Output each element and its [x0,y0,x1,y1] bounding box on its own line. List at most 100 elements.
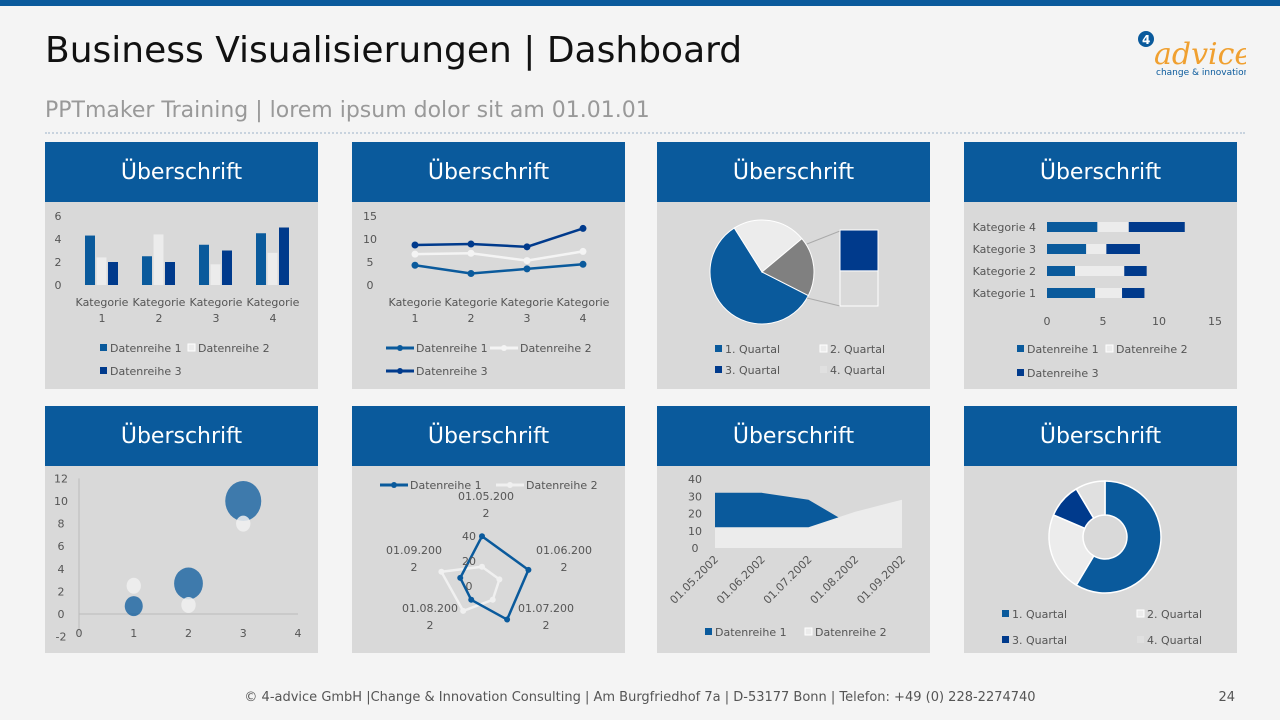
y-tick-label: 0 [692,542,699,555]
radar-series [458,534,530,622]
data-point [489,596,496,603]
company-logo: 4 advice change & innovation [1138,31,1246,78]
x-tick-label: 4 [295,627,302,640]
series-line [414,250,584,262]
y-tick-label: 6 [58,540,65,553]
legend-label: 3. Quartal [1012,634,1067,647]
y-tick-label: 2 [58,585,65,598]
y-tick-label: 12 [54,472,68,485]
bubble [236,515,251,532]
legend-swatch [819,344,828,353]
series-line [414,227,584,249]
data-point [523,243,531,251]
x-tick-label: 0 [76,627,83,640]
category-label: 01.07.200 [518,602,574,615]
y-tick-label: 20 [688,508,702,521]
category-label: Kategorie [190,296,243,309]
panel-heading: Überschrift [657,406,930,466]
footer-text: © 4-advice GmbH |Change & Innovation Con… [244,690,1036,705]
y-tick-label: 10 [54,495,68,508]
category-label: 4 [580,312,587,325]
category-label: Kategorie [501,296,554,309]
category-label: 4 [270,312,277,325]
category-label: 1 [412,312,419,325]
bar [142,256,152,285]
data-point [523,257,531,265]
chart-panel: Überschrift 0 5 10 15 Kategorie 1 Kategorie 2 K… [964,142,1237,389]
chart-area: 0 2 4 6 Kategorie 1 Kategorie 2 Kategorie 3 Katego… [45,202,318,389]
category-label: Kategorie [133,296,186,309]
chart-svg: 1. Quartal 2. Quartal 3. Quartal 4. Quartal [709,219,885,377]
bubble [124,596,143,617]
bar [267,252,278,285]
category-label: 01.05.2002 [667,553,721,607]
svg-text:advice: advice [1154,37,1246,72]
y-tick-label: 6 [55,210,62,223]
chart-svg: 01020304001.05.200201.06.200201.07.20020… [667,473,908,639]
category-label: 01.06.200 [536,544,592,557]
data-point [438,568,445,575]
bar [1122,288,1145,298]
bar [96,257,107,285]
legend-label: 1. Quartal [1012,608,1067,621]
radial-tick-label: 40 [462,530,476,543]
legend-label: Datenreihe 2 [526,479,598,492]
legend-label: 1. Quartal [725,343,780,356]
category-label: Kategorie 1 [973,287,1036,300]
bar [222,250,232,285]
y-tick-label: 10 [688,525,702,538]
x-tick-label: 2 [185,627,192,640]
legend-swatch [100,367,107,374]
data-point [411,250,419,258]
legend-swatch [1136,609,1145,618]
category-label: Kategorie [389,296,442,309]
radar-series [439,565,501,613]
y-tick-label: 10 [363,233,377,246]
page-title: Business Visualisierungen | Dashboard [45,30,743,71]
data-point [479,563,485,570]
bar [1047,266,1075,276]
page-subtitle: PPTmaker Training | lorem ipsum dolor si… [45,98,650,123]
data-point [411,241,419,249]
data-point [457,574,464,581]
legend-label: Datenreihe 1 [1027,343,1099,356]
bar [1086,244,1107,254]
pie-slice [709,227,810,325]
donut-segment [1075,480,1106,520]
chart-panel: Überschrift 0 10 20 30 40 01.05.2002 01.06.2002… [657,406,930,653]
legend-label: Datenreihe 3 [1027,367,1099,380]
area-series [715,499,902,548]
data-point [460,607,467,614]
chart-svg: 0 5 10 15 Kategorie 1 Kategorie 2 Kategorie 3 Kate… [363,210,610,378]
svg-text:change & innovation: change & innovation [1156,68,1246,78]
category-label: 2 [561,561,568,574]
y-tick-label: -2 [56,631,67,644]
x-tick-label: 3 [240,627,247,640]
bar [199,244,209,285]
data-point [504,616,511,623]
legend-swatch [1017,369,1024,376]
bar [1075,266,1125,276]
legend-swatch [1105,344,1114,353]
series-line [414,263,584,275]
data-point [467,270,475,277]
chart-panel: Überschrift -2 0 2 4 6 8 10 12 0 1 2 3 4 [45,406,318,653]
category-label: 01.09.2002 [854,553,908,607]
legend-label: Datenreihe 1 [715,626,787,639]
category-label: Kategorie [76,296,129,309]
sub-bar-segment [839,229,879,272]
y-tick-label: 0 [55,279,62,292]
category-label: Kategorie [247,296,300,309]
svg-text:4: 4 [1142,33,1150,47]
y-tick-label: 0 [58,608,65,621]
bubble [225,481,262,521]
category-label: 3 [213,312,220,325]
chart-area: -2 0 2 4 6 8 10 12 0 1 2 3 4 [45,466,318,653]
connector-line [806,297,841,307]
bubble [174,567,203,600]
legend-label: Datenreihe 3 [416,365,488,378]
category-label: 01.07.2002 [761,553,815,607]
chart-area: 1. Quartal 2. Quartal 3. Quartal 4. Quartal [964,466,1237,653]
data-point [496,576,503,583]
